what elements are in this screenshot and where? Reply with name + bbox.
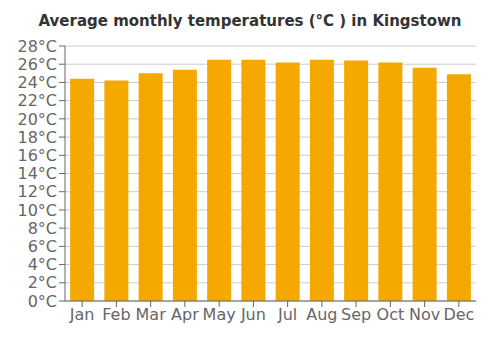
svg-text:8°C: 8°C [28,219,57,238]
svg-text:2°C: 2°C [28,273,57,292]
html-text:Average monthly temperatures (: Average monthly temperatures (°C ) in Ki… [38,12,462,30]
svg-text:10°C: 10°C [17,201,57,220]
svg-text:Oct: Oct [377,305,405,324]
svg-text:18°C: 18°C [17,128,57,147]
svg-text:Aug: Aug [306,305,337,324]
svg-text:Sep: Sep [341,305,371,324]
svg-text:Nov: Nov [409,305,440,324]
svg-text:Dec: Dec [443,305,474,324]
svg-text:Mar: Mar [136,305,167,324]
svg-text:6°C: 6°C [28,237,57,256]
svg-text:Jan: Jan [69,305,95,324]
svg-text:4°C: 4°C [28,255,57,274]
svg-text:12°C: 12°C [17,182,57,201]
svg-text:28°C: 28°C [17,37,57,56]
svg-text:24°C: 24°C [17,73,57,92]
svg-text:Jun: Jun [240,305,266,324]
svg-text:May: May [203,305,236,324]
svg-text:Apr: Apr [171,305,199,324]
svg-text:22°C: 22°C [17,91,57,110]
svg-text:Feb: Feb [102,305,130,324]
svg-text:20°C: 20°C [17,110,57,129]
svg-text:26°C: 26°C [17,55,57,74]
svg-text:Jul: Jul [277,305,297,324]
svg-text:0°C: 0°C [28,292,57,311]
svg-text:16°C: 16°C [17,146,57,165]
svg-text:14°C: 14°C [17,164,57,183]
